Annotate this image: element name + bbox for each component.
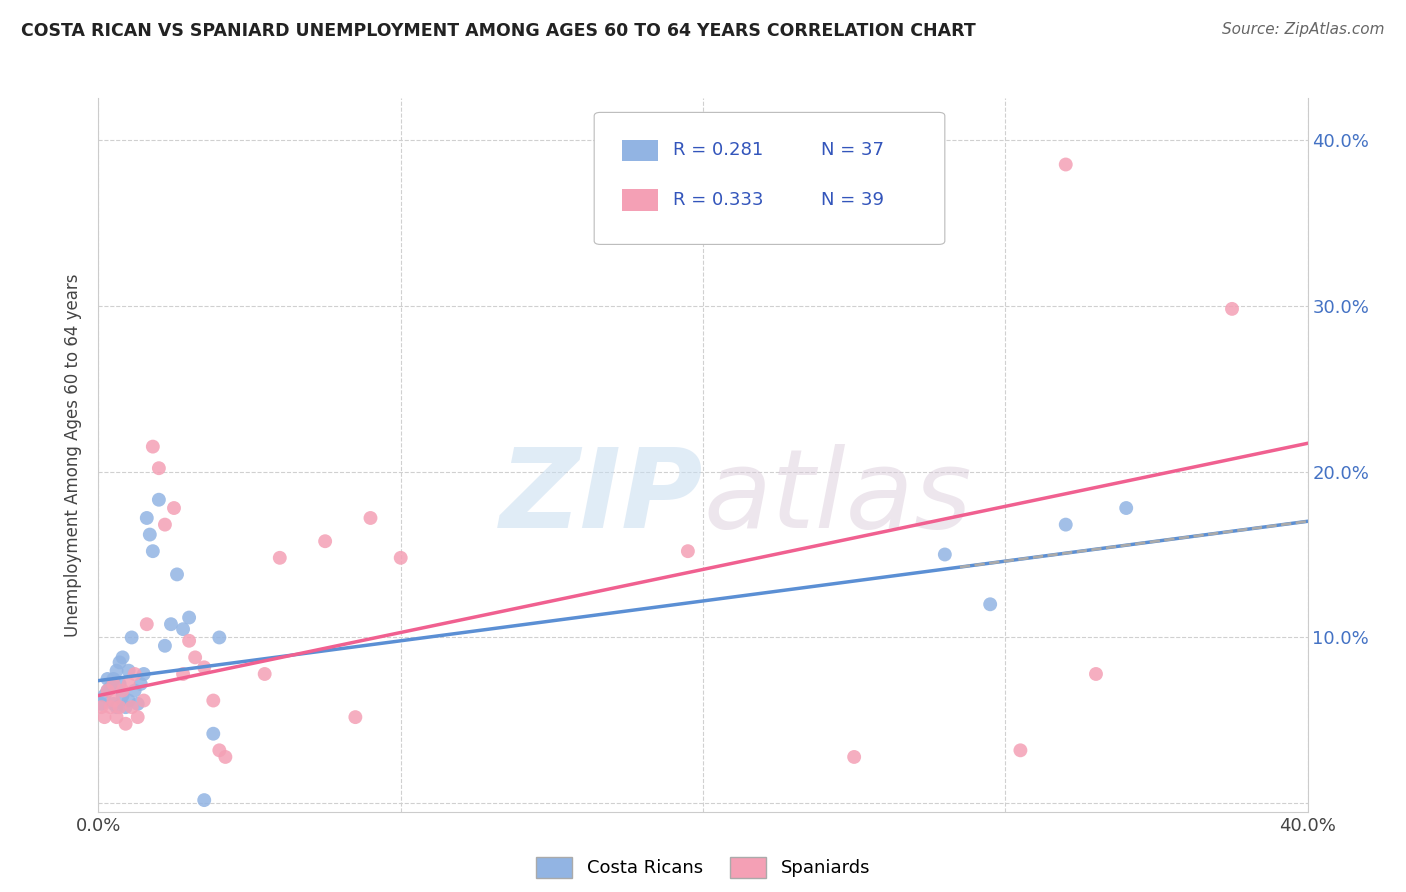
Point [179,633,201,648]
Point [124,683,146,698]
Point [111,650,134,665]
Point [179,610,201,624]
Point [163,501,186,516]
Point [979,597,1001,611]
Point [103,697,125,711]
FancyBboxPatch shape [595,112,945,244]
Point [208,743,231,757]
Point [253,667,276,681]
Point [1054,517,1077,532]
Point [129,677,152,691]
Point [202,693,225,707]
Text: COSTA RICAN VS SPANIARD UNEMPLOYMENT AMONG AGES 60 TO 64 YEARS CORRELATION CHART: COSTA RICAN VS SPANIARD UNEMPLOYMENT AMO… [21,22,976,40]
Point [142,544,165,558]
Point [166,567,188,582]
Point [389,550,412,565]
Point [139,527,162,541]
Text: R = 0.333: R = 0.333 [673,191,763,209]
Point [121,700,143,714]
Point [103,672,125,686]
Point [172,622,194,636]
Point [153,639,176,653]
Point [202,727,225,741]
Point [127,697,149,711]
Point [96,683,118,698]
Point [103,693,125,707]
Text: atlas: atlas [703,444,972,551]
Point [93,710,115,724]
Point [96,683,118,698]
Point [135,617,157,632]
Point [118,693,141,707]
Point [135,511,157,525]
Point [148,492,170,507]
Point [148,461,170,475]
FancyBboxPatch shape [621,189,658,211]
Point [193,793,215,807]
Point [100,700,122,714]
Point [111,683,134,698]
Point [132,667,155,681]
Point [105,710,128,724]
Point [114,700,136,714]
Point [1220,301,1243,316]
Point [90,697,112,711]
Point [103,677,125,691]
Point [124,667,146,681]
Point [118,664,141,678]
Point [676,544,699,558]
Text: N = 37: N = 37 [821,141,884,159]
Point [108,700,131,714]
Point [118,677,141,691]
Point [108,677,131,691]
Point [1054,157,1077,171]
Point [193,660,215,674]
Point [214,750,236,764]
Point [105,664,128,678]
Point [172,667,194,681]
FancyBboxPatch shape [621,139,658,161]
Point [90,700,112,714]
Point [142,440,165,454]
Point [114,716,136,731]
Point [344,710,367,724]
Point [360,511,382,525]
Point [1010,743,1032,757]
Text: Source: ZipAtlas.com: Source: ZipAtlas.com [1222,22,1385,37]
Point [108,656,131,670]
Point [132,693,155,707]
Point [269,550,291,565]
Point [121,631,143,645]
Point [93,689,115,703]
Point [153,517,176,532]
Y-axis label: Unemployment Among Ages 60 to 64 years: Unemployment Among Ages 60 to 64 years [65,273,83,637]
Point [1115,501,1137,516]
Point [100,680,122,694]
Point [127,710,149,724]
Point [934,548,956,562]
Text: N = 39: N = 39 [821,191,884,209]
Point [208,631,231,645]
Point [105,700,128,714]
Text: ZIP: ZIP [499,444,703,551]
Point [1085,667,1108,681]
Legend: Costa Ricans, Spaniards: Costa Ricans, Spaniards [529,849,877,885]
Point [160,617,183,632]
Text: R = 0.281: R = 0.281 [673,141,763,159]
Point [96,672,118,686]
Point [111,689,134,703]
Point [184,650,207,665]
Point [844,750,866,764]
Point [314,534,336,549]
